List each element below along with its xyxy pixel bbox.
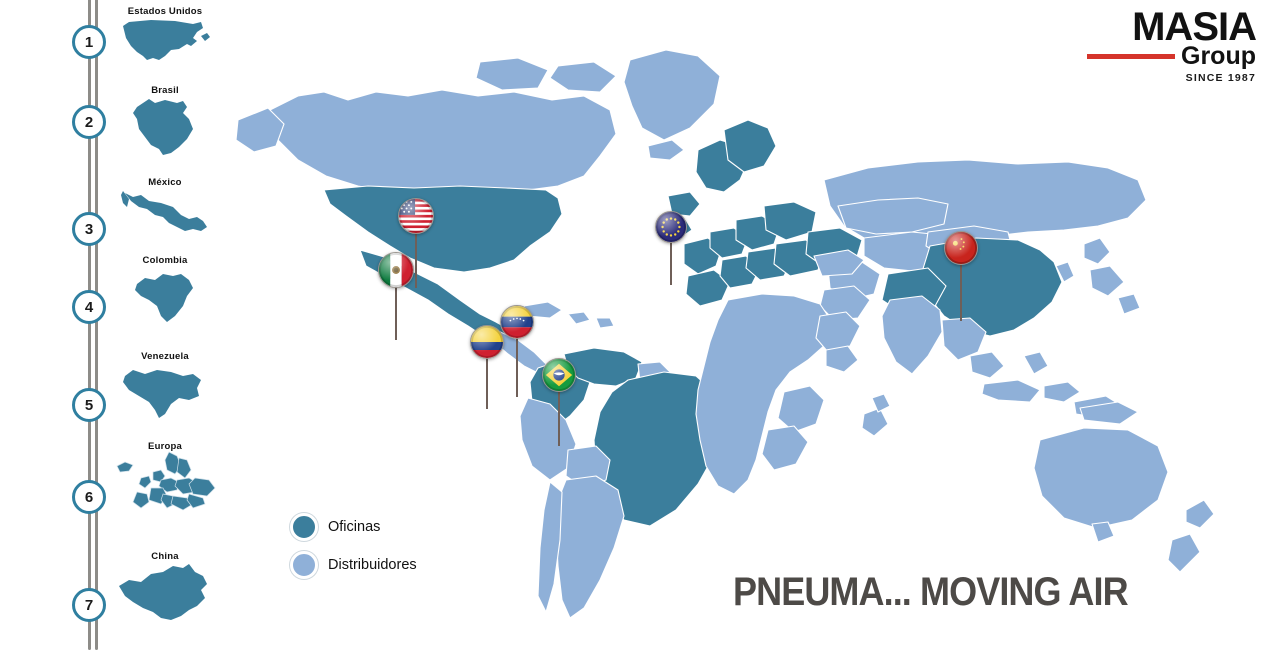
timeline-number-5: 5 — [72, 388, 106, 422]
legend-item-distribuidores[interactable]: Distribuidores — [290, 546, 417, 584]
masia-group-logo: MASIA Group SINCE 1987 — [1076, 5, 1257, 84]
flag-icon-eu — [655, 211, 687, 243]
timeline-number-6: 6 — [72, 480, 106, 514]
timeline-label-colombia: Colombia — [142, 255, 188, 266]
timeline-item-brasil[interactable]: Brasil 2 — [0, 80, 230, 170]
timeline-item-venezuela[interactable]: Venezuela 5 — [0, 348, 230, 438]
map-pin-united-states[interactable] — [398, 198, 434, 288]
timeline-label-brasil: Brasil — [151, 85, 179, 96]
country-shape-europe — [100, 450, 230, 512]
country-shape-brazil — [100, 95, 230, 159]
world-map-svg — [235, 49, 1215, 619]
country-timeline-sidebar: Estados Unidos 1 Brasil 2 México — [0, 0, 230, 650]
timeline-number-7: 7 — [72, 588, 106, 622]
flag-icon-ve — [500, 305, 534, 339]
flag-icon-br — [542, 358, 576, 392]
map-legend: Oficinas Distribuidores — [290, 508, 417, 584]
world-map — [228, 0, 1280, 640]
timeline-rail-left — [88, 0, 91, 650]
map-pin-european-union[interactable] — [655, 211, 687, 285]
country-shape-venezuela — [100, 362, 230, 420]
legend-swatch-distributor — [290, 551, 318, 579]
flag-icon-cn — [944, 231, 978, 265]
timeline-item-estados-unidos[interactable]: Estados Unidos 1 — [0, 0, 230, 90]
timeline-number-2: 2 — [72, 105, 106, 139]
timeline-item-colombia[interactable]: Colombia 4 — [0, 250, 230, 340]
tagline-text: PNEUMA... MOVING AIR — [733, 570, 1129, 614]
timeline-rail-right — [95, 0, 98, 650]
logo-subword: Group — [1181, 42, 1256, 70]
map-pin-mexico[interactable] — [378, 252, 414, 340]
timeline-label-estados-unidos: Estados Unidos — [127, 6, 203, 17]
flag-icon-us — [398, 198, 434, 234]
map-pin-venezuela[interactable] — [500, 305, 534, 397]
flag-icon-mx — [378, 252, 414, 288]
timeline-number-1: 1 — [72, 25, 106, 59]
timeline-number-4: 4 — [72, 290, 106, 324]
map-pin-colombia[interactable] — [470, 325, 504, 409]
legend-label-oficinas: Oficinas — [328, 519, 381, 535]
legend-item-oficinas[interactable]: Oficinas — [290, 508, 417, 546]
timeline-number-3: 3 — [72, 212, 106, 246]
logo-red-bar — [1087, 54, 1175, 59]
timeline-item-china[interactable]: China 7 — [0, 548, 230, 638]
map-pin-brasil[interactable] — [542, 358, 576, 446]
timeline-label-europa: Europa — [148, 441, 182, 452]
timeline-label-china: China — [151, 551, 179, 562]
logo-since-text: SINCE 1987 — [1185, 72, 1256, 84]
timeline-label-mexico: México — [148, 177, 182, 188]
legend-swatch-office — [290, 513, 318, 541]
logo-wordmark: MASIA — [1132, 5, 1257, 49]
timeline-item-mexico[interactable]: México 3 — [0, 172, 230, 262]
country-shape-colombia — [100, 268, 230, 326]
map-pin-china[interactable] — [944, 231, 978, 321]
timeline-rail-gap — [91, 0, 95, 650]
timeline-item-europa[interactable]: Europa — [0, 438, 230, 528]
country-shape-china — [100, 562, 230, 624]
country-shape-united-states — [100, 16, 230, 68]
flag-icon-co — [470, 325, 504, 359]
timeline-label-venezuela: Venezuela — [141, 351, 189, 362]
country-shape-mexico — [100, 187, 230, 243]
legend-label-distribuidores: Distribuidores — [328, 557, 417, 573]
